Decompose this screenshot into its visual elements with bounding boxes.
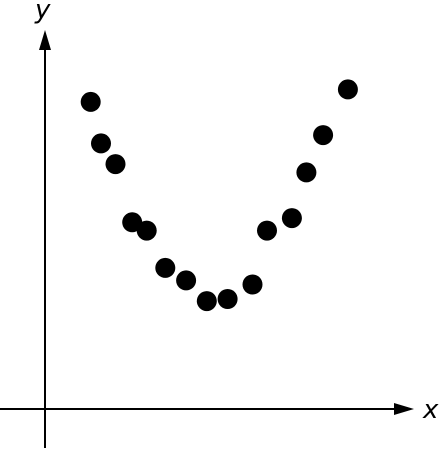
data-point — [91, 133, 111, 153]
data-point — [296, 162, 316, 182]
data-point — [197, 291, 217, 311]
data-point — [313, 125, 333, 145]
y-axis-arrow — [39, 30, 51, 50]
data-point — [155, 258, 175, 278]
data-point — [257, 221, 277, 241]
data-point — [338, 79, 358, 99]
data-point — [282, 208, 302, 228]
x-axis: x — [0, 395, 439, 425]
y-axis-label: y — [34, 0, 51, 25]
data-point — [81, 92, 101, 112]
data-point — [243, 275, 263, 295]
data-point — [218, 289, 238, 309]
y-axis: y — [34, 0, 51, 448]
data-points — [81, 79, 358, 311]
x-axis-label: x — [422, 395, 439, 425]
data-point — [137, 221, 157, 241]
data-point — [176, 270, 196, 290]
x-axis-arrow — [394, 403, 414, 415]
data-point — [106, 154, 126, 174]
